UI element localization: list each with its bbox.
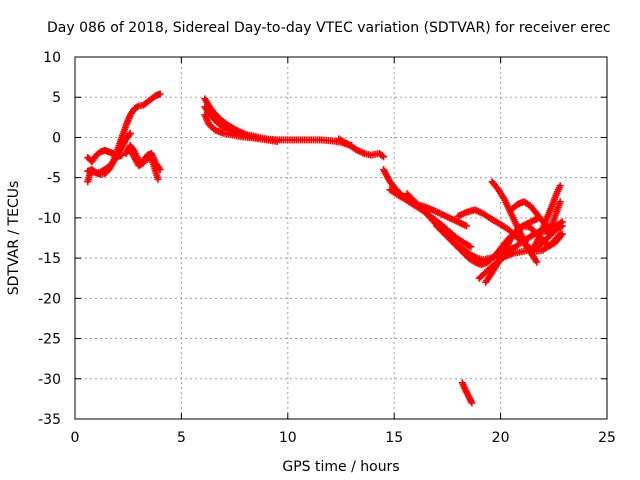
y-tick-label: -5 (47, 171, 61, 187)
y-tick-label: -30 (38, 372, 61, 388)
data-point (273, 137, 281, 145)
data-point (254, 134, 262, 142)
data-point (556, 182, 564, 190)
data-point (556, 198, 564, 206)
data-point (467, 243, 475, 251)
x-tick-labels: 0 5 10 15 20 25 (71, 430, 616, 446)
data-point (125, 131, 133, 139)
data-point (533, 258, 541, 266)
series-arc-20 (543, 198, 564, 238)
series-arc-5 (122, 141, 162, 183)
data-point (463, 222, 471, 230)
series-arc-18 (507, 198, 566, 232)
data-point (126, 129, 134, 137)
y-tick-label: -15 (38, 251, 61, 267)
x-tick-label: 25 (598, 430, 616, 446)
series-arc-8 (201, 111, 262, 142)
series-arc-17 (482, 222, 566, 286)
y-tick-label: 0 (52, 130, 61, 146)
y-tick-label: 5 (52, 90, 61, 106)
y-tick-label: -35 (38, 412, 61, 428)
series-arc-19 (529, 182, 564, 254)
y-tick-label: -10 (38, 211, 61, 227)
y-tick-labels: 10 5 0 -5 -10 -15 -20 -25 -30 -35 (38, 50, 61, 428)
data-point (558, 218, 566, 226)
data-point (156, 166, 164, 174)
y-tick-label: -25 (38, 332, 61, 348)
series-arc-11 (386, 186, 471, 230)
data-point (156, 90, 164, 98)
x-tick-label: 5 (177, 430, 186, 446)
y-tick-label: 10 (43, 50, 61, 66)
series-arc-3 (84, 129, 134, 177)
series-arc-16 (488, 178, 541, 266)
data-point (154, 175, 162, 183)
series-arc-21 (458, 379, 476, 407)
x-tick-label: 10 (279, 430, 297, 446)
plot-frame (74, 56, 608, 420)
data-point (468, 399, 476, 407)
y-tick-label: -20 (38, 291, 61, 307)
x-tick-label: 20 (492, 430, 510, 446)
data-point (133, 103, 141, 111)
data-point (558, 230, 566, 238)
x-tick-label: 0 (71, 430, 80, 446)
data-point (380, 153, 388, 161)
chart-title: Day 086 of 2018, Sidereal Day-to-day VTE… (47, 20, 611, 36)
x-axis-title: GPS time / hours (282, 459, 399, 475)
data-point (378, 152, 386, 160)
data-point (465, 242, 473, 250)
y-axis-title: SDTVAR / TECUs (6, 181, 22, 296)
series-arc-9 (335, 135, 388, 161)
x-tick-label: 15 (385, 430, 403, 446)
data-points (84, 90, 566, 407)
axis-ticks (74, 56, 608, 420)
